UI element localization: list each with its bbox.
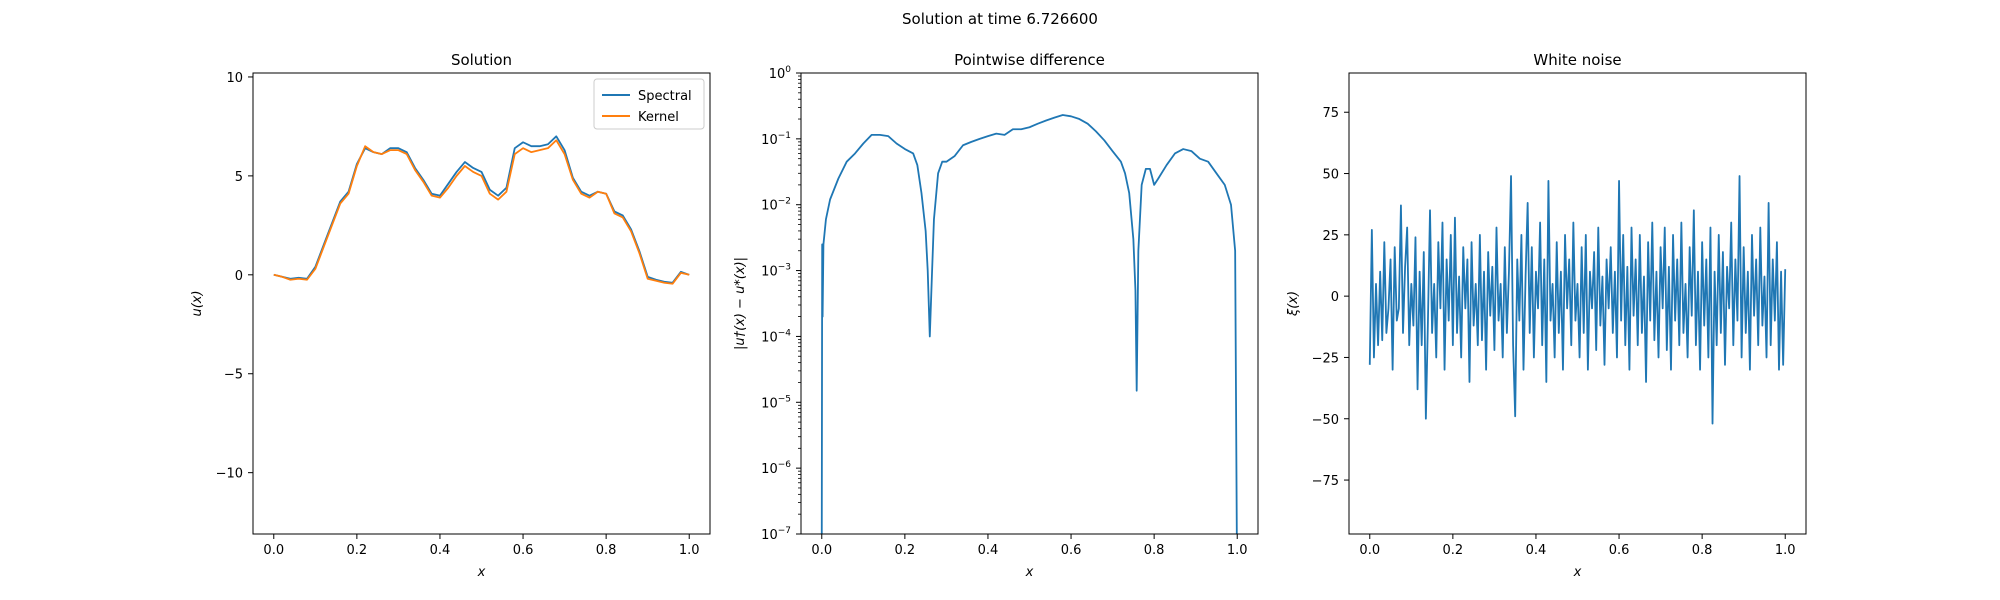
y-tick-exponent: −2: [778, 197, 791, 207]
chart-panel-3: White noise 0.0 0.2 0.4 0.6 0.8 1.0 75 50 25 0 −25 −…: [1286, 51, 1807, 580]
y-axis-label: u(x): [190, 290, 205, 316]
series-line-1: [820, 114, 1238, 534]
y-tick-base: 10: [761, 330, 778, 345]
chart-panel-2: Pointwise difference 0.0 0.2 0.4 0.6 0.8 1.0 10…: [733, 51, 1259, 580]
x-tick-label: 0.6: [1609, 543, 1630, 558]
series-line-1: [1368, 175, 1787, 425]
y-tick-label: 5: [235, 170, 243, 185]
y-tick-exponent: −4: [778, 328, 792, 338]
y-tick-base: 10: [769, 67, 786, 82]
legend-label-spectral: Spectral: [638, 89, 692, 104]
y-tick-label: 10−6: [761, 460, 791, 477]
x-tick-label: 0.4: [978, 543, 999, 558]
y-tick-label: 25: [1322, 229, 1339, 244]
x-axis-label: x: [477, 565, 486, 580]
x-tick-label: 0.0: [1359, 543, 1380, 558]
x-tick-label: 0.0: [263, 543, 284, 558]
x-tick-label: 1.0: [1775, 543, 1796, 558]
y-tick-base: 10: [761, 528, 778, 543]
y-tick-exponent: −7: [778, 526, 791, 536]
plot-frame: [1348, 72, 1807, 535]
y-tick-label: 50: [1322, 168, 1339, 183]
y-tick-label: 100: [769, 65, 792, 82]
x-tick-label: 0.6: [1061, 543, 1082, 558]
legend-label-kernel: Kernel: [638, 110, 679, 125]
y-tick-base: 10: [761, 396, 778, 411]
y-tick-exponent: 0: [785, 65, 791, 75]
x-tick-label: 0.2: [895, 543, 916, 558]
y-tick-base: 10: [761, 265, 778, 280]
y-tick-label: 10−1: [761, 131, 791, 148]
y-tick-label: −25: [1312, 351, 1339, 366]
y-tick-label: −75: [1312, 474, 1339, 489]
y-tick-label: −50: [1312, 413, 1339, 428]
y-tick-exponent: −1: [778, 131, 791, 141]
series-line-spectral: [273, 135, 690, 284]
y-axis-label: ξ(x): [1286, 291, 1301, 317]
series-line-kernel: [273, 139, 690, 285]
y-tick-label: 10−7: [761, 526, 791, 543]
y-tick-label: 10−3: [761, 263, 791, 280]
y-tick-exponent: −5: [778, 394, 791, 404]
y-tick-label: 10: [226, 71, 243, 86]
panel-title: White noise: [1533, 51, 1621, 69]
y-axis-label: |u†(x) − u*(x)|: [733, 257, 748, 350]
y-tick-label: −10: [216, 467, 243, 482]
x-tick-label: 0.4: [1526, 543, 1547, 558]
x-tick-label: 0.2: [347, 543, 368, 558]
x-tick-label: 0.8: [596, 543, 617, 558]
y-tick-base: 10: [761, 462, 778, 477]
y-tick-label: 0: [235, 269, 243, 284]
x-tick-label: 0.0: [811, 543, 832, 558]
x-tick-label: 0.4: [430, 543, 451, 558]
x-tick-label: 0.8: [1692, 543, 1713, 558]
y-tick-base: 10: [761, 133, 778, 148]
y-tick-label: 75: [1322, 106, 1339, 121]
y-tick-label: 10−2: [761, 197, 791, 214]
x-tick-label: 0.2: [1443, 543, 1464, 558]
x-tick-label: 0.8: [1144, 543, 1165, 558]
y-tick-base: 10: [761, 199, 778, 214]
y-tick-label: −5: [224, 368, 243, 383]
x-axis-label: x: [1573, 565, 1582, 580]
y-tick-exponent: −3: [778, 263, 791, 273]
y-tick-exponent: −6: [778, 460, 792, 470]
y-tick-label: 10−5: [761, 394, 791, 411]
plot-frame: [252, 72, 711, 535]
panel-title: Pointwise difference: [954, 51, 1105, 69]
y-tick-label: 0: [1331, 290, 1339, 305]
x-tick-label: 1.0: [679, 543, 700, 558]
y-tick-label: 10−4: [761, 328, 791, 345]
panel-title: Solution: [451, 51, 512, 69]
legend: Spectral Kernel: [593, 78, 705, 130]
x-axis-label: x: [1025, 565, 1034, 580]
x-tick-label: 0.6: [513, 543, 534, 558]
plot-frame: [800, 72, 1259, 535]
x-tick-label: 1.0: [1227, 543, 1248, 558]
chart-panel-1: Solution 0.0 0.2 0.4 0.6 0.8 1.0 10 5 0 −5 −10 x u(x)…: [190, 51, 711, 580]
figure-title: Solution at time 6.726600: [902, 10, 1098, 28]
